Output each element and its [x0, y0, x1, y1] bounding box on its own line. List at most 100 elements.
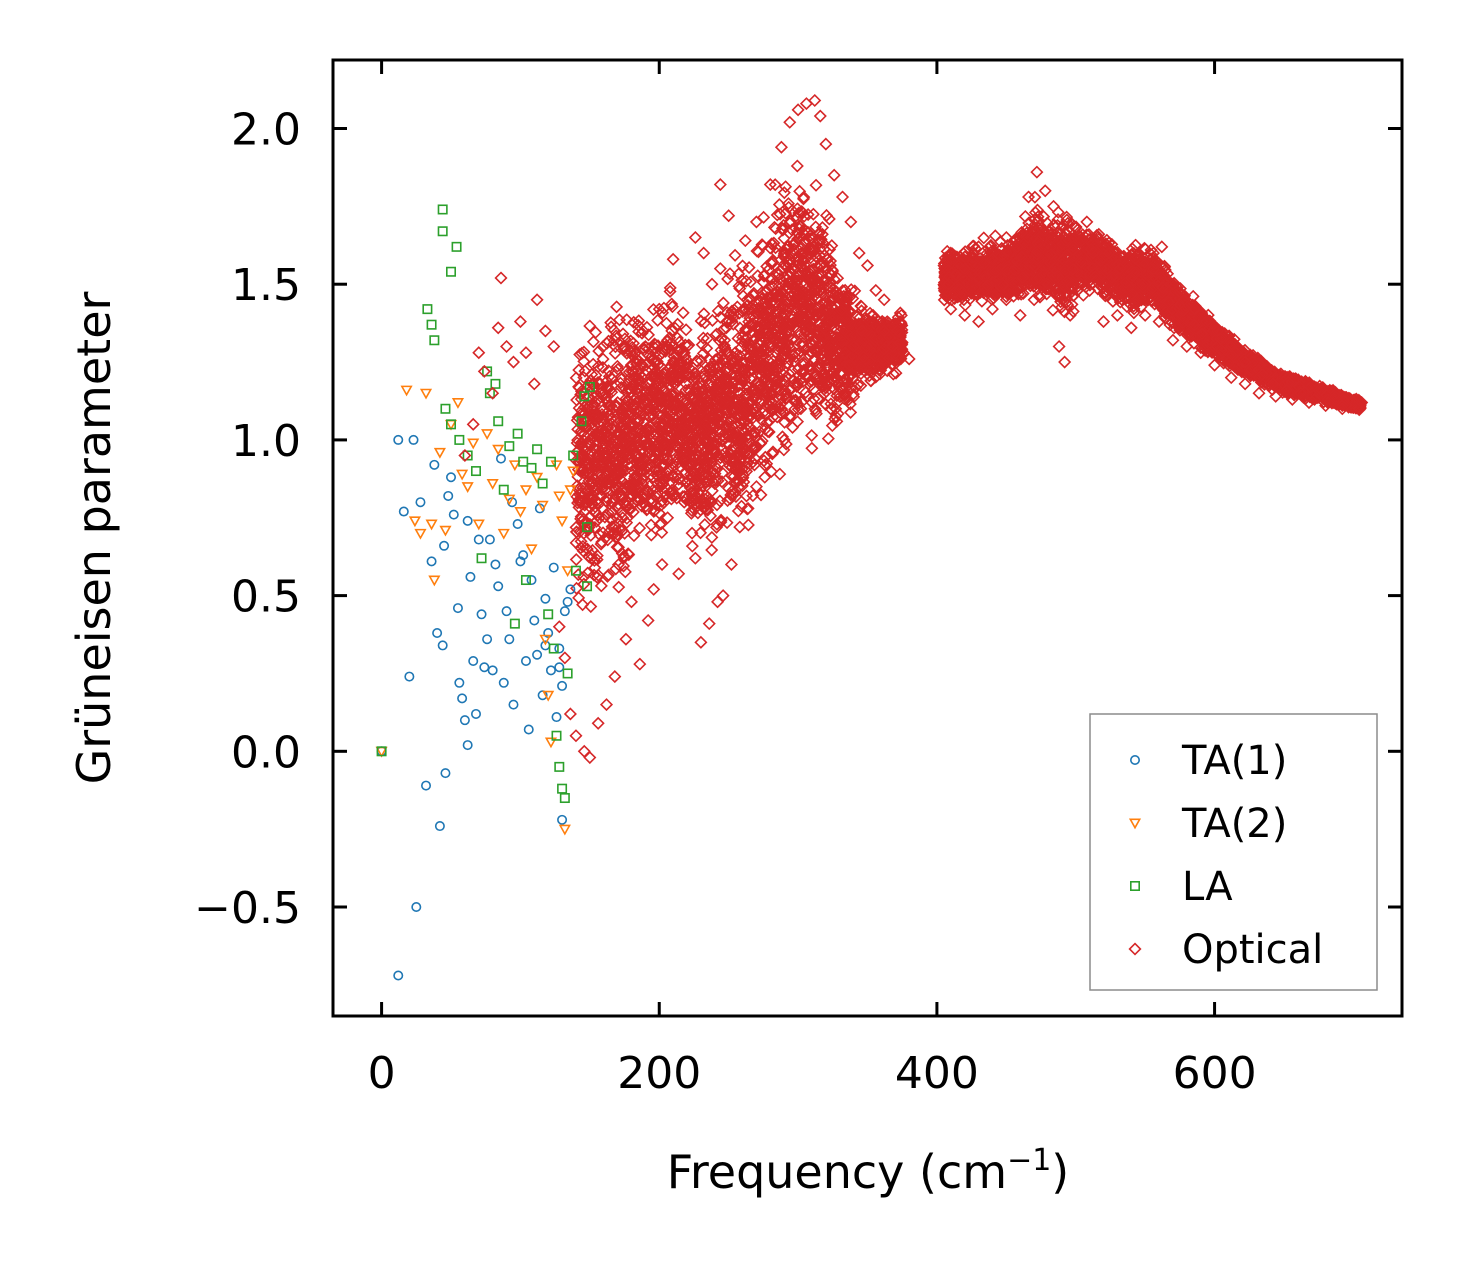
optical-cloud-point	[854, 362, 868, 376]
optical-cloud-point	[573, 347, 587, 362]
optical-cloud-point	[741, 518, 755, 532]
optical-cloud-point	[795, 311, 810, 325]
optical-cloud-point	[601, 568, 616, 582]
optical-cloud-point	[732, 372, 746, 386]
optical-cloud-point	[665, 457, 679, 471]
optical-cloud-point	[678, 370, 692, 384]
optical-cloud-point	[775, 402, 789, 416]
optical-cloud-point	[607, 323, 621, 337]
optical-cloud-point	[718, 446, 732, 460]
optical-cloud-point	[618, 526, 632, 540]
optical-cloud-point	[633, 458, 647, 472]
optical-cloud-point	[646, 408, 660, 422]
optical-cloud-point	[610, 476, 624, 490]
optical-cloud-point	[833, 316, 847, 330]
optical-cloud-point	[710, 412, 724, 426]
optical-cloud-point	[813, 242, 827, 256]
optical-cloud-point	[611, 502, 625, 516]
optical-cloud-point	[838, 283, 852, 297]
optical-cloud-point	[816, 274, 830, 288]
optical-cloud-point	[835, 356, 850, 370]
optical-cloud-point	[631, 318, 645, 332]
optical-cloud-point	[708, 399, 722, 413]
optical-cloud-point	[694, 405, 708, 419]
optical-cloud-point	[632, 402, 646, 416]
optical-cloud-point	[679, 427, 693, 441]
optical-cloud-point	[592, 344, 606, 358]
optical-cloud-point	[676, 454, 690, 468]
optical-cloud-point	[777, 186, 791, 200]
optical-cloud-point	[765, 237, 779, 251]
optical-cloud-point	[600, 374, 614, 388]
optical-cloud-point	[796, 313, 810, 327]
optical-cloud-point	[719, 375, 733, 389]
optical-cloud-point	[739, 489, 754, 503]
optical-cloud-point	[631, 415, 645, 429]
optical-cloud-point	[647, 368, 661, 382]
optical-cloud-point	[732, 267, 746, 281]
optical-cloud-point	[711, 474, 725, 488]
optical-cloud-point	[792, 222, 806, 236]
optical-cloud-point	[768, 178, 782, 192]
optical-cloud-point	[685, 539, 699, 553]
optical-cloud-point	[777, 406, 791, 420]
optical-cloud-point	[797, 209, 811, 223]
optical-cloud-point	[696, 479, 710, 493]
optical-cloud-point	[614, 372, 628, 386]
optical-cloud-point	[611, 435, 625, 450]
optical-cloud-point	[596, 352, 610, 366]
optical-cloud-point	[748, 439, 762, 453]
optical-cloud-point	[811, 391, 825, 405]
optical-cloud-point	[782, 383, 796, 397]
optical-cloud-point	[614, 421, 628, 435]
optical-cloud-point	[826, 314, 840, 328]
optical-cloud-point	[734, 499, 749, 513]
optical-cloud-point	[633, 521, 647, 535]
optical-cloud-point	[825, 239, 839, 253]
optical-cloud-point	[644, 423, 658, 437]
optical-cloud-point	[796, 339, 810, 353]
optical-cloud-point	[695, 411, 709, 425]
optical-cloud-point	[577, 451, 591, 466]
optical-cloud-point	[671, 317, 685, 331]
optical-cloud-point	[611, 497, 625, 511]
optical-cloud-point	[584, 528, 598, 542]
optical-cloud-point	[632, 473, 646, 487]
optical-cloud-point	[818, 353, 833, 367]
optical-cloud-point	[736, 407, 750, 421]
optical-cloud-point	[663, 486, 677, 500]
optical-cloud-point	[694, 314, 708, 328]
optical-cloud-point	[812, 356, 827, 370]
optical-cloud-point	[611, 362, 625, 376]
optical-cloud-point	[744, 372, 758, 386]
optical-cloud-point	[804, 337, 818, 351]
optical-cloud-point	[639, 385, 653, 399]
optical-cloud-point	[779, 206, 793, 220]
optical-cloud-point	[675, 414, 689, 429]
optical-cloud-point	[723, 388, 737, 402]
optical-cloud-point	[836, 292, 850, 306]
optical-cloud-point	[577, 577, 591, 591]
optical-cloud-point	[611, 416, 625, 430]
optical-cloud-point	[705, 543, 719, 557]
optical-cloud-point	[793, 184, 807, 198]
optical-cloud-point	[640, 421, 654, 435]
optical-cloud-point	[715, 397, 729, 411]
optical-cloud-point	[603, 383, 618, 397]
optical-cloud-point	[740, 330, 754, 345]
optical-cloud-point	[677, 438, 691, 452]
optical-cloud-point	[814, 266, 828, 280]
optical-cloud-point	[813, 336, 827, 351]
optical-cloud-point	[824, 402, 838, 416]
optical-cloud-point	[652, 391, 666, 405]
optical-cloud-point	[660, 423, 674, 437]
optical-cloud-point	[775, 221, 789, 235]
optical-cloud-point	[600, 476, 614, 490]
optical-cloud-point	[645, 440, 659, 454]
optical-cloud-point	[652, 419, 667, 433]
optical-cloud-point	[714, 343, 728, 357]
optical-cloud-point	[834, 303, 848, 317]
optical-cloud-point	[770, 267, 784, 281]
optical-cloud-point	[737, 400, 751, 414]
optical-cloud-point	[775, 374, 789, 388]
